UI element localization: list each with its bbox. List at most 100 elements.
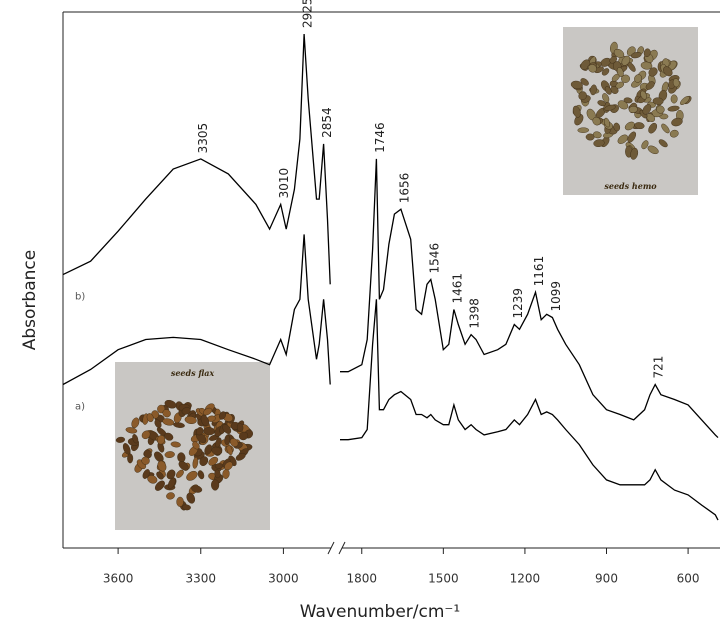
seed bbox=[641, 140, 649, 150]
x-tick-label: 1800 bbox=[346, 572, 377, 586]
seed bbox=[156, 471, 164, 480]
inset-caption: seeds flax bbox=[171, 368, 215, 378]
peak-label: 3010 bbox=[277, 168, 291, 199]
seed bbox=[604, 86, 612, 95]
x-tick-label: 3000 bbox=[268, 572, 299, 586]
inset-caption: seeds hemo bbox=[604, 181, 657, 191]
legend-label: b) bbox=[75, 292, 85, 303]
seed bbox=[204, 444, 213, 455]
seed bbox=[640, 90, 647, 100]
seed bbox=[593, 139, 605, 147]
seed bbox=[609, 56, 617, 64]
seed bbox=[162, 418, 175, 426]
seed bbox=[613, 122, 621, 132]
seed bbox=[616, 67, 624, 77]
seed bbox=[613, 48, 625, 58]
seed bbox=[200, 414, 210, 427]
peak-label: 1746 bbox=[373, 122, 387, 153]
seed bbox=[623, 97, 633, 104]
seed bbox=[186, 470, 198, 481]
seed bbox=[192, 441, 200, 450]
axis-break bbox=[327, 541, 335, 555]
seed bbox=[167, 477, 176, 489]
seed bbox=[671, 117, 683, 127]
seed bbox=[186, 492, 196, 504]
seed bbox=[570, 80, 583, 90]
seed bbox=[643, 48, 651, 58]
seed bbox=[630, 52, 642, 59]
peak-label: 1461 bbox=[450, 273, 464, 304]
seed bbox=[157, 460, 167, 472]
x-tick-label: 1500 bbox=[428, 572, 459, 586]
x-tick-label: 600 bbox=[677, 572, 700, 586]
seed bbox=[147, 475, 158, 484]
seed bbox=[672, 78, 680, 88]
seed bbox=[238, 431, 249, 441]
seed bbox=[176, 496, 184, 507]
seed bbox=[141, 430, 151, 440]
seed bbox=[624, 121, 635, 131]
seed bbox=[196, 427, 204, 436]
seed bbox=[166, 492, 175, 500]
seed bbox=[652, 97, 664, 105]
seed bbox=[162, 409, 171, 418]
seed bbox=[127, 453, 134, 464]
spectrum-line bbox=[340, 158, 719, 439]
seed bbox=[647, 145, 659, 155]
seed bbox=[142, 469, 150, 479]
seed bbox=[604, 104, 616, 111]
seed bbox=[667, 105, 680, 112]
seed bbox=[181, 407, 191, 415]
x-tick-label: 1200 bbox=[510, 572, 541, 586]
peak-label: 721 bbox=[652, 356, 666, 379]
seed bbox=[214, 469, 221, 479]
seed bbox=[146, 413, 154, 423]
seed bbox=[680, 96, 690, 105]
seed bbox=[646, 113, 656, 122]
seed bbox=[132, 434, 139, 444]
seed bbox=[592, 116, 601, 126]
seed bbox=[630, 147, 639, 160]
seed bbox=[621, 74, 630, 83]
peak-label: 1099 bbox=[549, 281, 563, 312]
seed bbox=[236, 423, 244, 433]
peak-label: 1239 bbox=[511, 288, 525, 319]
inset-photo: seeds hemo bbox=[563, 27, 698, 195]
seed bbox=[580, 78, 589, 86]
seed bbox=[224, 461, 233, 471]
seed bbox=[658, 139, 668, 148]
seed bbox=[184, 416, 197, 425]
seed bbox=[597, 100, 606, 107]
seed bbox=[224, 434, 231, 446]
seed bbox=[199, 456, 209, 466]
seed bbox=[197, 470, 205, 480]
seed bbox=[645, 81, 655, 90]
seed bbox=[176, 469, 184, 478]
x-tick-label: 3300 bbox=[185, 572, 216, 586]
seed bbox=[634, 122, 645, 130]
x-tick-label: 3600 bbox=[103, 572, 134, 586]
seed bbox=[663, 66, 673, 77]
seed bbox=[125, 427, 138, 434]
seed bbox=[592, 131, 602, 139]
seed bbox=[669, 129, 679, 138]
seed bbox=[143, 449, 152, 459]
seed bbox=[214, 463, 224, 469]
axis-break bbox=[338, 541, 346, 555]
spectrum-line bbox=[340, 299, 719, 521]
seed bbox=[661, 123, 670, 134]
seed bbox=[182, 504, 191, 511]
seed bbox=[122, 443, 131, 455]
seed bbox=[588, 64, 597, 73]
spectrum-line bbox=[62, 33, 331, 285]
peak-label: 1161 bbox=[532, 256, 546, 287]
seed bbox=[601, 68, 610, 76]
peak-label: 2925 bbox=[301, 0, 315, 28]
peak-label: 3305 bbox=[196, 123, 210, 154]
seed bbox=[590, 84, 597, 96]
seed bbox=[577, 127, 590, 133]
seed bbox=[203, 407, 213, 416]
seed bbox=[219, 411, 226, 420]
seed bbox=[235, 452, 246, 461]
x-axis-title: Wavenumber/cm⁻¹ bbox=[300, 602, 460, 622]
